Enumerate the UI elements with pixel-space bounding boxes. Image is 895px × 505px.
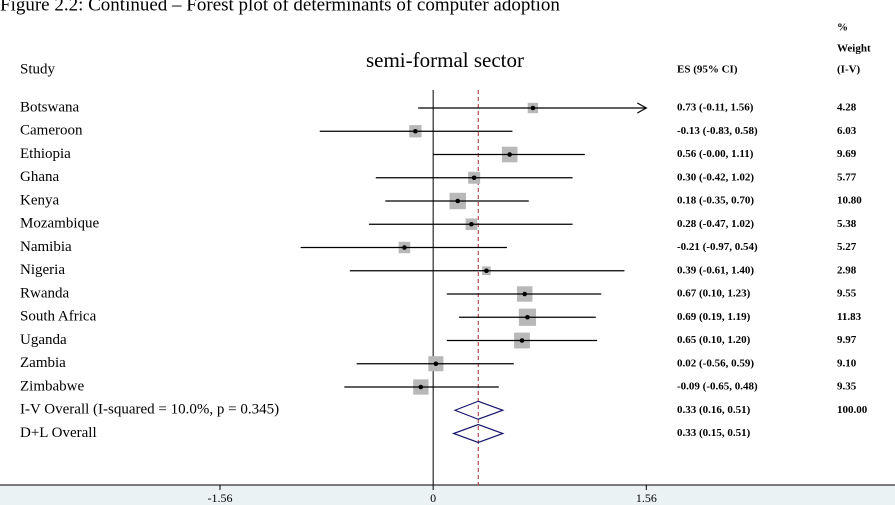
weight-label: 9.35 bbox=[837, 381, 857, 393]
x-tick-label: 0 bbox=[430, 491, 436, 505]
weight-label: 4.28 bbox=[837, 102, 857, 114]
weight-label: 9.55 bbox=[837, 288, 857, 300]
overall-label: D+L Overall bbox=[20, 425, 97, 441]
study-header: Study bbox=[20, 61, 56, 77]
study-label: Ghana bbox=[20, 169, 59, 185]
point-estimate bbox=[530, 105, 536, 111]
es-label: 0.02 (-0.56, 0.59) bbox=[677, 357, 754, 369]
point-estimate bbox=[519, 338, 525, 343]
es-label: 0.33 (0.16, 0.51) bbox=[677, 404, 751, 416]
es-label: 0.18 (-0.35, 0.70) bbox=[677, 195, 754, 207]
weight-label: 10.80 bbox=[837, 195, 862, 207]
es-label: 0.28 (-0.47, 1.02) bbox=[677, 218, 754, 230]
es-label: 0.65 (0.10, 1.20) bbox=[677, 334, 751, 346]
es-label: 0.69 (0.19, 1.19) bbox=[677, 311, 751, 323]
x-tick-label: -1.56 bbox=[207, 491, 232, 505]
point-estimate bbox=[507, 152, 512, 157]
weight-label: 2.98 bbox=[837, 264, 857, 276]
study-label: Zimbabwe bbox=[20, 378, 84, 394]
overall-diamond bbox=[451, 423, 505, 444]
caption: Figure 2.2: Continued – Forest plot of d… bbox=[0, 0, 560, 15]
point-estimate bbox=[418, 384, 424, 390]
es-label: -0.13 (-0.83, 0.58) bbox=[677, 125, 758, 137]
study-label: South Africa bbox=[20, 309, 97, 325]
study-label: Botswana bbox=[20, 99, 80, 115]
es-label: 0.73 (-0.11, 1.56) bbox=[677, 102, 754, 114]
study-label: Ethiopia bbox=[20, 146, 71, 162]
x-tick-label: 1.56 bbox=[636, 491, 657, 505]
weight-header: % bbox=[837, 22, 848, 34]
es-label: 0.67 (0.10, 1.23) bbox=[677, 288, 751, 300]
es-header: ES (95% CI) bbox=[677, 64, 738, 76]
point-estimate bbox=[433, 361, 439, 367]
weight-label: 11.83 bbox=[837, 311, 862, 323]
weight-label: 9.10 bbox=[837, 357, 857, 369]
study-label: Zambia bbox=[20, 355, 66, 371]
es-label: 0.33 (0.15, 0.51) bbox=[677, 427, 751, 439]
axis-band bbox=[0, 485, 895, 505]
es-label: 0.56 (-0.00, 1.11) bbox=[677, 148, 754, 160]
study-label: Cameroon bbox=[20, 123, 83, 139]
study-label: Kenya bbox=[20, 192, 59, 208]
weight-label: 6.03 bbox=[837, 125, 857, 137]
point-estimate bbox=[455, 198, 461, 204]
study-label: Nigeria bbox=[20, 262, 65, 278]
weight-header: (I-V) bbox=[837, 64, 861, 76]
weight-label: 100.00 bbox=[837, 404, 868, 416]
point-estimate bbox=[469, 221, 474, 227]
study-label: Rwanda bbox=[20, 285, 69, 301]
overall-label: I-V Overall (I-squared = 10.0%, p = 0.34… bbox=[20, 402, 279, 418]
point-estimate bbox=[525, 314, 530, 320]
weight-label: 9.69 bbox=[837, 148, 857, 160]
es-label: 0.30 (-0.42, 1.02) bbox=[677, 171, 754, 183]
weight-header: Weight bbox=[837, 43, 871, 55]
point-estimate bbox=[484, 268, 489, 274]
weight-label: 5.77 bbox=[837, 171, 857, 183]
chart-title: semi-formal sector bbox=[366, 48, 524, 72]
point-estimate bbox=[413, 128, 418, 134]
weight-label: 5.38 bbox=[837, 218, 857, 230]
weight-label: 5.27 bbox=[837, 241, 857, 253]
es-label: -0.09 (-0.65, 0.48) bbox=[677, 381, 758, 393]
ci-arrow bbox=[637, 102, 648, 114]
point-estimate bbox=[522, 291, 528, 297]
weight-label: 9.97 bbox=[837, 334, 857, 346]
study-label: Namibia bbox=[20, 239, 72, 255]
study-label: Uganda bbox=[20, 332, 67, 348]
study-label: Mozambique bbox=[20, 216, 99, 232]
overall-diamond bbox=[453, 400, 505, 420]
es-label: -0.21 (-0.97, 0.54) bbox=[677, 241, 758, 253]
point-estimate bbox=[402, 245, 407, 250]
es-label: 0.39 (-0.61, 1.40) bbox=[677, 264, 754, 276]
point-estimate bbox=[471, 175, 477, 181]
